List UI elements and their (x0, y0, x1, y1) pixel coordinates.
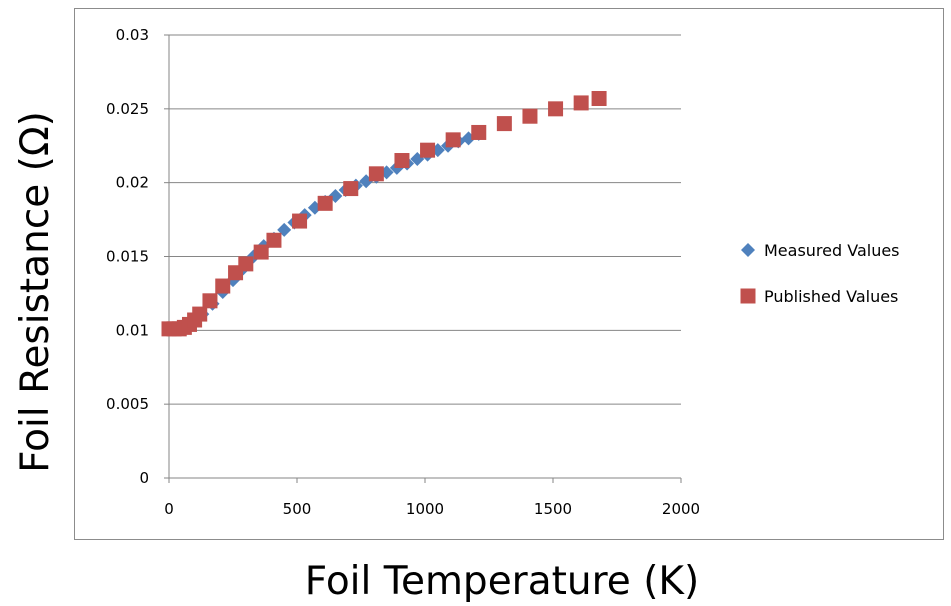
x-tick-label: 2000 (662, 500, 700, 518)
x-tick-label: 1000 (406, 500, 444, 518)
published-point (202, 293, 218, 309)
published-point (420, 142, 436, 158)
chart-area (74, 8, 944, 540)
y-tick-label: 0.03 (116, 26, 149, 44)
published-point (522, 108, 538, 124)
y-tick-labels: 0 0.005 0.01 0.015 0.02 0.025 0.03 (106, 26, 149, 487)
legend-marker (740, 288, 756, 304)
published-point (192, 306, 208, 322)
published-point (343, 181, 359, 197)
published-point (573, 95, 589, 111)
published-point (548, 101, 564, 117)
published-point (471, 124, 487, 140)
published-point (394, 153, 410, 169)
legend-marker (741, 243, 755, 257)
published-point (496, 116, 512, 132)
published-point (238, 256, 254, 272)
x-tick-label: 1500 (534, 500, 572, 518)
published-point (591, 90, 607, 106)
y-tick-label: 0 (139, 469, 149, 487)
published-point (368, 166, 384, 182)
y-tick-label: 0.02 (116, 174, 149, 192)
x-tick-label: 0 (164, 500, 174, 518)
y-tick-label: 0.005 (106, 395, 149, 413)
published-point (266, 232, 282, 248)
legend-label: Published Values (764, 287, 898, 306)
x-tick-labels: 0 500 1000 1500 2000 (164, 500, 700, 518)
published-point (317, 195, 333, 211)
series-1 (161, 90, 607, 337)
x-axis-title: Foil Temperature (K) (305, 559, 699, 604)
legend-label: Measured Values (764, 241, 900, 260)
series-markers (161, 90, 607, 337)
published-point (253, 244, 269, 260)
legend: Measured Values Published Values (740, 241, 900, 306)
y-axis-title: Foil Resistance (Ω) (13, 111, 58, 473)
published-point (445, 132, 461, 148)
y-tick-label: 0.015 (106, 248, 149, 266)
y-tick-label: 0.01 (116, 321, 149, 339)
published-point (215, 278, 231, 294)
x-tick-label: 500 (283, 500, 312, 518)
gridlines (164, 34, 682, 483)
published-point (292, 213, 308, 229)
y-tick-label: 0.025 (106, 100, 149, 118)
